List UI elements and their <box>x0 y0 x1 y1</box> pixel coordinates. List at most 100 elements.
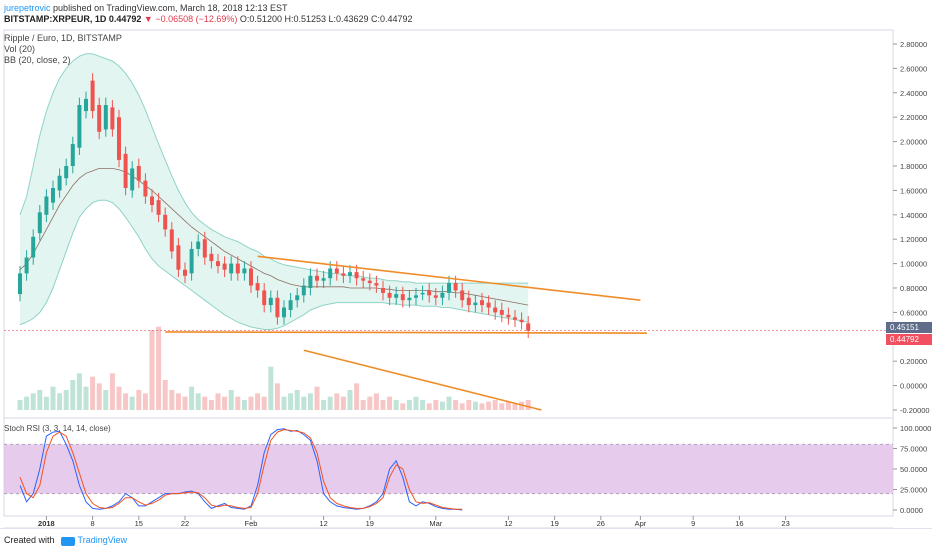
trendline-2 <box>165 331 648 334</box>
volume-bar <box>360 400 366 410</box>
candle-body <box>143 180 148 197</box>
candle-body <box>348 272 352 276</box>
volume-bar <box>109 373 115 410</box>
volume-bar <box>162 380 168 410</box>
volume-bar <box>17 400 23 410</box>
candle-body <box>420 292 425 295</box>
price-tick-label: 2.20000 <box>900 113 927 122</box>
candle-body <box>130 168 135 191</box>
volume-bar <box>453 400 459 410</box>
candle-body <box>249 268 253 286</box>
candle-body <box>321 278 326 281</box>
price-tick-label: 0.00000 <box>900 382 927 391</box>
candle-body <box>24 257 29 274</box>
candle-body <box>394 294 399 298</box>
candle-body <box>460 290 465 301</box>
tradingview-logo-icon <box>60 536 75 546</box>
volume-bar <box>307 393 313 410</box>
volume-bar <box>261 396 267 410</box>
candle-body <box>169 229 174 252</box>
candle-body <box>97 105 102 132</box>
time-tick-label: 19 <box>550 519 558 528</box>
volume-bar <box>393 400 399 410</box>
candle-body <box>400 294 405 301</box>
time-tick-label: Feb <box>245 519 258 528</box>
candle-body <box>526 323 531 331</box>
time-tick-label: 8 <box>91 519 95 528</box>
rsi-tick-label: 0.0000 <box>900 506 923 515</box>
candle-body <box>209 253 214 262</box>
price-tick-label: 2.60000 <box>900 64 927 73</box>
volume-bar <box>255 393 261 410</box>
candle-body <box>301 285 306 296</box>
price-tick-label: 1.80000 <box>900 162 927 171</box>
volume-legend: Vol (20) <box>4 44 36 54</box>
volume-bar <box>90 376 96 410</box>
candle-body <box>414 295 418 298</box>
published-text: published on TradingView.com, March 18, … <box>53 3 288 13</box>
candle-body <box>440 292 445 298</box>
volume-bar <box>248 396 254 410</box>
candle-body <box>354 272 359 279</box>
candle-body <box>136 166 141 181</box>
tradingview-brand-link[interactable]: TradingView <box>77 535 128 545</box>
rsi-tick-label: 75.0000 <box>900 445 927 454</box>
candle-body <box>295 295 300 301</box>
volume-bar <box>294 390 300 410</box>
candle-body <box>506 314 511 318</box>
volume-bar <box>281 396 287 410</box>
candle-body <box>480 300 484 306</box>
candle-body <box>328 268 333 279</box>
candle-body <box>268 297 273 306</box>
time-tick-label: 9 <box>691 519 695 528</box>
candle-body <box>513 317 517 320</box>
volume-bar <box>499 403 505 410</box>
volume-bar <box>43 396 49 410</box>
candle-body <box>44 196 49 215</box>
price-tick-label: 2.00000 <box>900 138 927 147</box>
rsi-tick-label: 25.0000 <box>900 486 927 495</box>
volume-bar <box>505 401 511 410</box>
volume-bar <box>70 380 76 410</box>
volume-bar <box>83 386 89 410</box>
candle-body <box>117 117 121 160</box>
price-tick-label: 2.80000 <box>900 40 927 49</box>
price-tick-label: 0.20000 <box>900 357 927 366</box>
candle-body <box>361 278 366 281</box>
volume-bar <box>321 400 327 410</box>
publish-line: jurepetrovic published on TradingView.co… <box>4 3 288 13</box>
candle-body <box>222 263 227 270</box>
author-link[interactable]: jurepetrovic <box>4 3 51 13</box>
candle-body <box>37 212 42 234</box>
candle-body <box>123 153 128 188</box>
volume-bar <box>420 400 426 410</box>
candle-body <box>90 80 95 112</box>
rsi-band-fill <box>4 444 893 494</box>
volume-bar <box>195 393 201 410</box>
candle-body <box>183 269 187 276</box>
time-tick-label: 12 <box>504 519 512 528</box>
volume-bar <box>459 403 465 410</box>
volume-bar <box>189 386 195 410</box>
volume-bar <box>492 400 498 410</box>
candle-body <box>196 241 201 249</box>
stoch-k-line <box>19 428 463 511</box>
volume-bar <box>426 403 432 410</box>
volume-bar <box>123 393 129 410</box>
candle-body <box>242 268 247 274</box>
volume-bar <box>136 390 142 410</box>
candle-body <box>288 300 293 310</box>
price-tick-label: 1.00000 <box>900 260 927 269</box>
volume-bar <box>387 396 393 410</box>
candle-body <box>493 307 498 313</box>
candle-body <box>486 302 491 308</box>
volume-bar <box>334 393 340 410</box>
price-chart[interactable]: 2.80000 2.60000 2.40000 2.20000 2.00000 1.800… <box>0 0 932 528</box>
candle-body <box>447 283 451 293</box>
candle-body <box>216 261 220 267</box>
symbol-line: BITSTAMP:XRPEUR, 1D 0.44792 ▼ −0.06508 (… <box>4 14 413 24</box>
volume-bar <box>149 330 155 410</box>
candle-body <box>341 273 346 276</box>
volume-bar <box>63 390 69 410</box>
volume-bar <box>288 393 294 410</box>
